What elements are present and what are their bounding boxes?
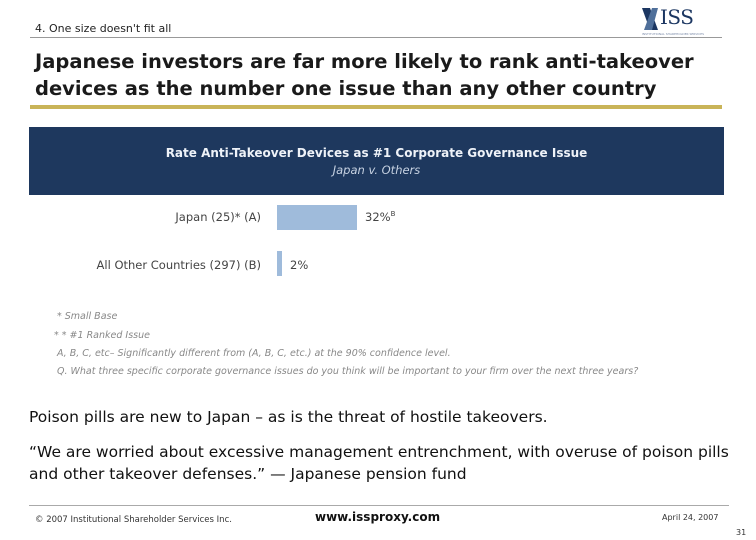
footnote-significance: A, B, C, etc– Significantly different fr… [57,348,451,359]
logo-tagline: INSTITUTIONAL SHAREHOLDER SERVICES [642,32,705,36]
chart-subtitle: Japan v. Others [332,163,421,177]
chart-header-band: Rate Anti-Takeover Devices as #1 Corpora… [29,127,724,195]
top-divider [30,37,722,38]
quote-line-1: “We are worried about excessive manageme… [29,443,729,461]
chart-title: Rate Anti-Takeover Devices as #1 Corpora… [165,146,588,160]
category-label-japan: Japan (25)* (A) [175,210,261,224]
section-label: 4. One size doesn't fit all [35,22,172,35]
footer-url: www.issproxy.com [315,510,441,524]
footer-date: April 24, 2007 [662,513,719,522]
page-number: 31 [736,528,747,537]
value-label-japan: 32%B [365,210,396,224]
value-label-others: 2% [290,258,309,272]
category-label-others: All Other Countries (297) (B) [96,258,261,272]
footer-divider [29,505,729,506]
slide-headline: Japanese investors are far more likely t… [35,50,694,100]
footnote-question: Q. What three specific corporate governa… [57,366,639,377]
footnote-small-base: * Small Base [57,311,118,322]
quote-line-2: and other takeover defenses.” — Japanese… [29,465,467,483]
logo-wordmark: ISS [660,5,694,29]
bar-japan [277,205,357,230]
footnote-ranked-issue: * * #1 Ranked Issue [54,330,150,341]
significance-marker: B [390,210,396,219]
bar-chart: Japan (25)* (A) 32%B All Other Countries… [29,195,724,380]
footer-copyright: © 2007 Institutional Shareholder Service… [35,515,232,525]
gold-divider [30,105,722,109]
iss-logo-icon [642,8,658,30]
bar-others [277,251,282,276]
body-statement: Poison pills are new to Japan – as is th… [29,408,548,426]
iss-logo: ISS INSTITUTIONAL SHAREHOLDER SERVICES [642,5,720,36]
